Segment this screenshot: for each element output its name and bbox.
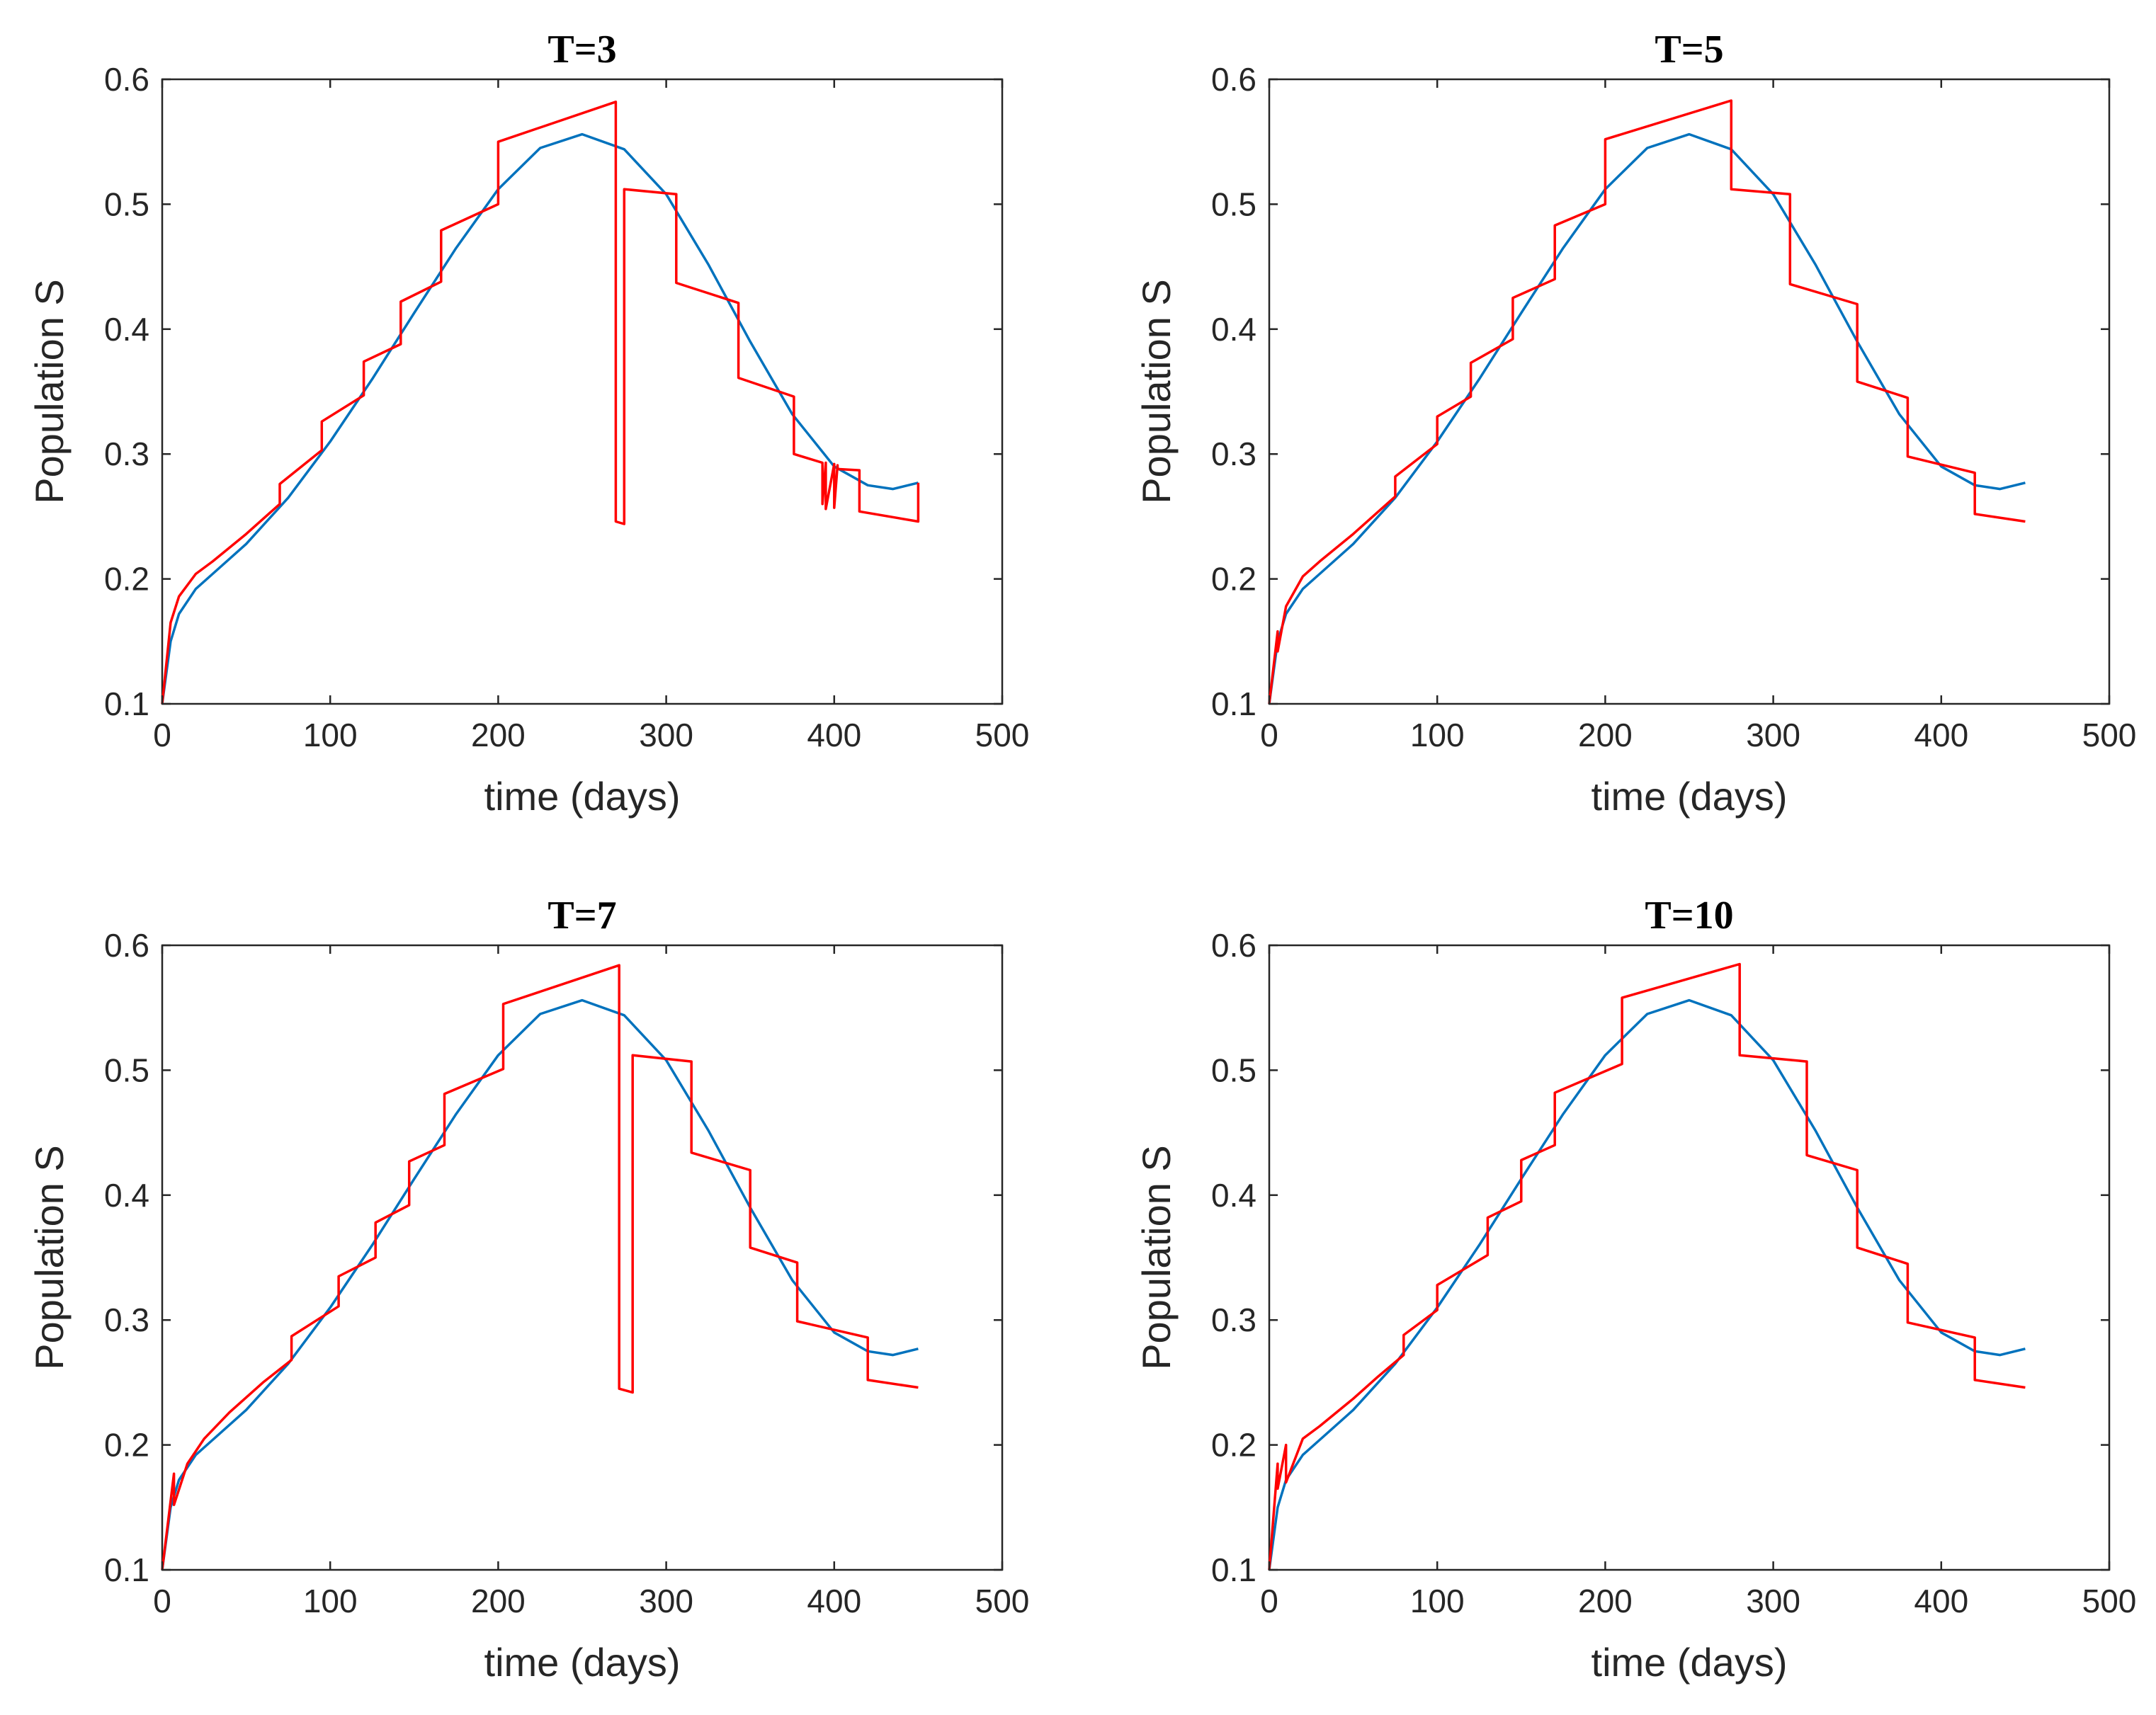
y-tick-label: 0.5 <box>1211 1052 1256 1088</box>
x-tick-label: 300 <box>639 717 693 753</box>
y-tick-label: 0.1 <box>1211 685 1256 722</box>
y-axis-label: Population S <box>1134 1145 1179 1370</box>
x-axis-label: time (days) <box>484 774 681 819</box>
y-tick-label: 0.3 <box>1211 1301 1256 1338</box>
y-tick-label: 0.4 <box>1211 1177 1256 1214</box>
x-tick-label: 400 <box>807 717 861 753</box>
y-tick-label: 0.6 <box>1211 61 1256 98</box>
x-tick-label: 300 <box>1746 1583 1800 1619</box>
y-tick-label: 0.6 <box>104 927 149 964</box>
y-tick-label: 0.1 <box>1211 1551 1256 1588</box>
x-tick-label: 400 <box>807 1583 861 1619</box>
series-line-model <box>161 998 919 1571</box>
x-tick-label: 100 <box>303 717 358 753</box>
x-tick-label: 0 <box>1260 1583 1278 1619</box>
y-tick-label: 0.6 <box>1211 927 1256 964</box>
chart-title: T=7 <box>547 894 616 938</box>
y-tick-label: 0.1 <box>104 685 149 722</box>
x-tick-label: 300 <box>639 1583 693 1619</box>
series-line-control <box>1268 99 2026 705</box>
x-tick-label: 100 <box>303 1583 358 1619</box>
x-tick-label: 400 <box>1914 717 1968 753</box>
y-tick-label: 0.4 <box>104 1177 149 1214</box>
y-tick-label: 0.1 <box>104 1551 149 1588</box>
y-tick-label: 0.2 <box>104 1427 149 1464</box>
subplot-1: 0 100 200 300 400 500 0.1 0.2 0.3 0.4 0.5 0.6 T=3 tim… <box>27 28 1029 819</box>
y-tick-label: 0.5 <box>1211 186 1256 222</box>
x-axis-label: time (days) <box>1592 774 1788 819</box>
y-tick-label: 0.3 <box>104 1301 149 1338</box>
series-line-control <box>1268 962 2026 1571</box>
series-line-control <box>161 101 920 705</box>
y-axis-label: Population S <box>1134 279 1179 504</box>
series-line-control <box>161 964 919 1571</box>
y-tick-label: 0.4 <box>1211 311 1256 348</box>
x-tick-label: 300 <box>1746 717 1800 753</box>
axes-box <box>1268 78 2111 705</box>
y-tick-label: 0.2 <box>1211 1427 1256 1464</box>
x-tick-label: 0 <box>1260 717 1278 753</box>
x-tick-label: 500 <box>2082 1583 2137 1619</box>
subplot-2: 0 100 200 300 400 500 0.1 0.2 0.3 0.4 0.5 0.6 T=5 tim… <box>1134 28 2136 819</box>
y-tick-label: 0.2 <box>104 561 149 598</box>
x-tick-label: 500 <box>975 717 1030 753</box>
x-tick-label: 100 <box>1410 717 1465 753</box>
y-tick-label: 0.2 <box>1211 561 1256 598</box>
y-axis-label: Population S <box>27 279 72 504</box>
x-tick-label: 100 <box>1410 1583 1465 1619</box>
y-tick-label: 0.6 <box>104 61 149 98</box>
series-line-model <box>1268 998 2026 1571</box>
axes-box <box>161 944 1004 1571</box>
x-axis-label: time (days) <box>1592 1640 1788 1685</box>
chart-title: T=5 <box>1655 28 1723 72</box>
x-axis-label: time (days) <box>484 1640 681 1685</box>
x-tick-label: 200 <box>471 717 526 753</box>
y-tick-label: 0.3 <box>1211 435 1256 472</box>
x-tick-label: 200 <box>1578 717 1633 753</box>
chart-title: T=3 <box>547 28 616 72</box>
y-tick-label: 0.5 <box>104 1052 149 1088</box>
subplot-3: 0 100 200 300 400 500 0.1 0.2 0.3 0.4 0.5 0.6 T=7 tim… <box>27 894 1029 1685</box>
x-tick-label: 500 <box>2082 717 2137 753</box>
chart-title: T=10 <box>1645 894 1733 938</box>
x-tick-label: 200 <box>471 1583 526 1619</box>
y-tick-label: 0.5 <box>104 186 149 222</box>
x-tick-label: 200 <box>1578 1583 1633 1619</box>
y-tick-label: 0.4 <box>104 311 149 348</box>
y-tick-label: 0.3 <box>104 435 149 472</box>
x-tick-label: 0 <box>153 1583 171 1619</box>
axes-box <box>161 78 1004 705</box>
x-tick-label: 500 <box>975 1583 1030 1619</box>
y-axis-label: Population S <box>27 1145 72 1370</box>
subplot-4: 0 100 200 300 400 500 0.1 0.2 0.3 0.4 0.5 0.6 T=10 ti… <box>1134 894 2136 1685</box>
axes-box <box>1268 944 2111 1571</box>
x-tick-label: 400 <box>1914 1583 1968 1619</box>
x-tick-label: 0 <box>153 717 171 753</box>
